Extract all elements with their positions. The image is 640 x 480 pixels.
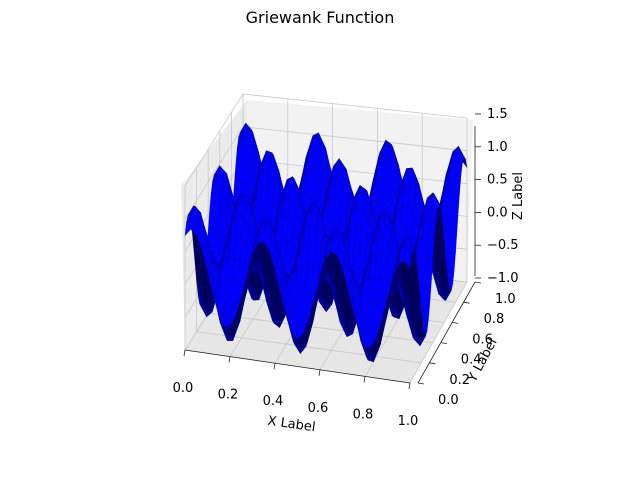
y-tick-mark: [429, 362, 436, 365]
axis-lines: [184, 126, 476, 384]
y-tick-label: 0.0: [438, 393, 459, 408]
chart-title: Griewank Function: [246, 8, 395, 27]
z-tick-label: 0.0: [487, 205, 508, 220]
x-tick-mark: [408, 382, 411, 390]
z-tick-label: 1.5: [487, 107, 508, 122]
x-tick-label: 0.2: [218, 388, 239, 403]
z-tick-label: 1.0: [487, 140, 508, 155]
x-tick-label: 0.0: [173, 381, 194, 396]
x-axis-label: X Label: [267, 414, 317, 436]
x-tick-mark: [318, 369, 321, 376]
y-tick-label: 0.8: [484, 312, 505, 327]
z-tick-label: −0.5: [487, 238, 519, 253]
y-tick-label: 0.2: [449, 373, 470, 388]
x-axis-line: [184, 349, 411, 384]
y-axis-line: [417, 281, 476, 384]
y-tick-mark: [440, 342, 447, 344]
z-tick-label: 0.5: [487, 173, 508, 188]
x-tick-mark: [183, 349, 186, 357]
surface-plot: [184, 122, 468, 363]
y-tick-label: 0.6: [472, 332, 493, 347]
x-tick-label: 1.0: [398, 414, 419, 429]
y-tick-mark: [474, 281, 482, 284]
x-tick-mark: [363, 376, 366, 383]
x-tick-mark: [228, 356, 231, 363]
surface-patch: [404, 244, 412, 270]
y-tick-mark: [417, 382, 425, 385]
y-tick-mark: [463, 301, 470, 304]
grid-line-z: [184, 126, 468, 220]
x-tick-mark: [273, 363, 276, 370]
grid-line-z: [184, 93, 468, 187]
y-tick-label: 1.0: [495, 292, 516, 307]
x-tick-label: 0.4: [263, 394, 284, 409]
axis-ticks: 0.0 0.2 0.4 0.6 0.8 1.0 0.0 0.2 0.4 0.6 0.8 1.0 −1.0…: [173, 107, 519, 429]
z-axis-label: Z Label: [511, 172, 526, 220]
y-tick-label: 0.4: [461, 353, 482, 368]
x-tick-label: 0.6: [308, 401, 329, 416]
x-tick-label: 0.8: [353, 407, 374, 422]
z-tick-label: −1.0: [487, 271, 519, 286]
y-tick-mark: [452, 322, 459, 324]
